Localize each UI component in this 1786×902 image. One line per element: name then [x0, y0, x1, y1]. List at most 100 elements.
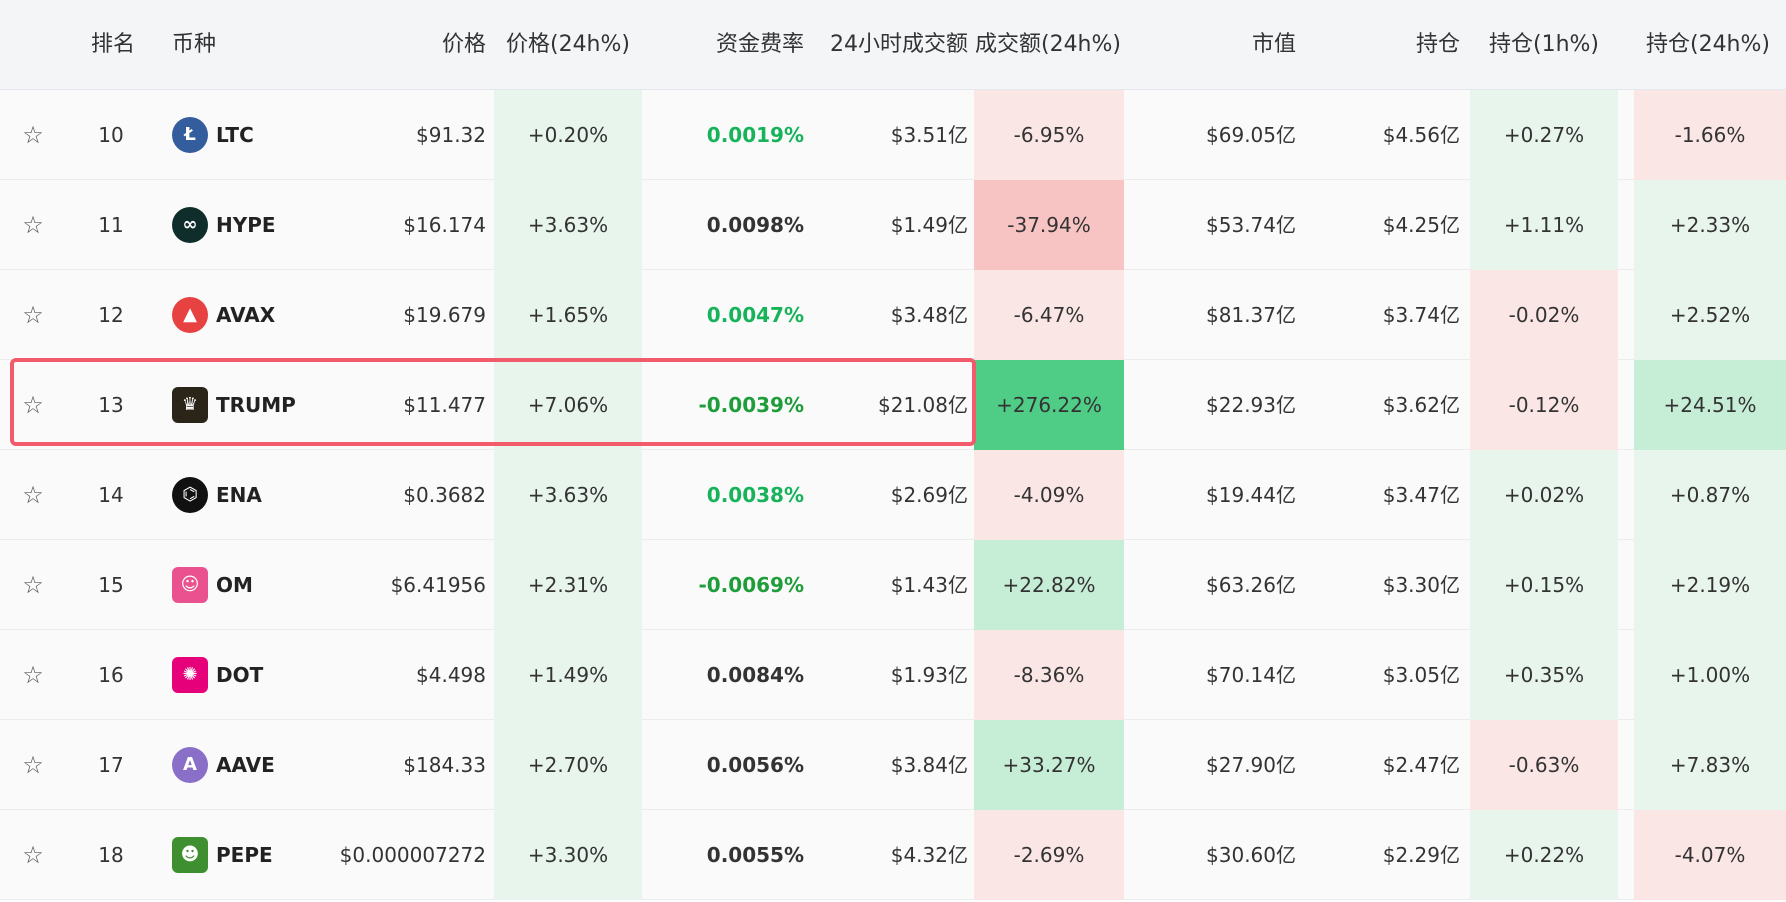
- volume-24h: $4.32亿: [890, 843, 968, 867]
- oi-24h-bg: [1634, 540, 1786, 630]
- funding-rate: 0.0098%: [706, 213, 804, 237]
- header-volume[interactable]: 24小时成交额: [830, 32, 968, 57]
- coin-symbol: TRUMP: [216, 393, 296, 417]
- price-change-bg: [494, 450, 642, 540]
- star-icon[interactable]: ☆: [22, 211, 44, 239]
- market-cap: $22.93亿: [1206, 393, 1296, 417]
- coin-cell[interactable]: ∞ HYPE: [172, 180, 372, 270]
- oi-24h-bg: [1634, 630, 1786, 720]
- header-volume-change[interactable]: 成交额(24h%): [974, 32, 1121, 57]
- oi-24h-bg: [1634, 450, 1786, 540]
- oi-1h-bg: [1470, 810, 1618, 900]
- volume-24h: $3.51亿: [890, 123, 968, 147]
- coin-symbol: AVAX: [216, 303, 276, 327]
- volume-change: -2.69%: [1013, 843, 1085, 867]
- market-cap: $70.14亿: [1206, 663, 1296, 687]
- rank: 14: [98, 483, 124, 507]
- star-icon[interactable]: ☆: [22, 751, 44, 779]
- oi-24h-bg: [1634, 90, 1786, 180]
- rank: 16: [98, 663, 124, 687]
- table-row[interactable]: ☆ 14 ⌬ ENA $0.3682 +3.63% 0.0038% $2.69亿 -4.09% $…: [0, 450, 1786, 540]
- volume-change-bg: [974, 270, 1124, 360]
- volume-change: +276.22%: [996, 393, 1102, 417]
- price: $6.41956: [390, 573, 486, 597]
- star-icon[interactable]: ☆: [22, 301, 44, 329]
- volume-24h: $1.49亿: [890, 213, 968, 237]
- polkadot-icon: ✺: [172, 657, 208, 693]
- star-icon[interactable]: ☆: [22, 481, 44, 509]
- table-row[interactable]: ☆ 11 ∞ HYPE $16.174 +3.63% 0.0098% $1.49亿 -37.94…: [0, 180, 1786, 270]
- volume-change-bg: [974, 90, 1124, 180]
- oi-1h-bg: [1470, 270, 1618, 360]
- price-change: +7.06%: [527, 393, 609, 417]
- price: $4.498: [416, 663, 486, 687]
- volume-24h: $2.69亿: [890, 483, 968, 507]
- coin-cell[interactable]: ✺ DOT: [172, 630, 372, 720]
- oi-1h: +0.02%: [1503, 483, 1585, 507]
- oi-1h: +1.11%: [1503, 213, 1585, 237]
- trump-icon: ♛: [172, 387, 208, 423]
- coin-cell[interactable]: A AAVE: [172, 720, 372, 810]
- star-icon[interactable]: ☆: [22, 391, 44, 419]
- coin-symbol: LTC: [216, 123, 254, 147]
- volume-change: -8.36%: [1013, 663, 1085, 687]
- header-oi-24h[interactable]: 持仓(24h%): [1645, 32, 1770, 57]
- price-change-bg: [494, 90, 642, 180]
- header-open-interest[interactable]: 持仓: [1415, 32, 1460, 57]
- volume-24h: $3.84亿: [890, 753, 968, 777]
- volume-change: +22.82%: [1002, 573, 1096, 597]
- mantra-icon: ☺: [172, 567, 208, 603]
- volume-change-bg: [974, 810, 1124, 900]
- header-funding-rate[interactable]: 资金费率: [715, 32, 804, 57]
- header-price[interactable]: 价格: [441, 32, 486, 57]
- header-rank[interactable]: 排名: [90, 32, 135, 57]
- ethena-icon: ⌬: [172, 477, 208, 513]
- star-icon[interactable]: ☆: [22, 571, 44, 599]
- coin-cell[interactable]: Ł LTC: [172, 90, 372, 180]
- hype-icon: ∞: [172, 207, 208, 243]
- table-row[interactable]: ☆ 16 ✺ DOT $4.498 +1.49% 0.0084% $1.93亿 -8.36% $7…: [0, 630, 1786, 720]
- table-row[interactable]: ☆ 10 Ł LTC $91.32 +0.20% 0.0019% $3.51亿 -6.95% $6…: [0, 90, 1786, 180]
- coin-cell[interactable]: ♛ TRUMP: [172, 360, 372, 450]
- open-interest: $4.56亿: [1382, 123, 1460, 147]
- volume-24h: $3.48亿: [890, 303, 968, 327]
- coin-cell[interactable]: ⌬ ENA: [172, 450, 372, 540]
- rank: 15: [98, 573, 124, 597]
- table-row[interactable]: ☆ 12 ▲ AVAX $19.679 +1.65% 0.0047% $3.48亿 -6.47%…: [0, 270, 1786, 360]
- table-row[interactable]: ☆ 15 ☺ OM $6.41956 +2.31% -0.0069% $1.43亿 +22.82…: [0, 540, 1786, 630]
- coin-cell[interactable]: ▲ AVAX: [172, 270, 372, 360]
- coin-symbol: OM: [216, 573, 253, 597]
- star-icon[interactable]: ☆: [22, 661, 44, 689]
- price: $91.32: [416, 123, 486, 147]
- coin-cell[interactable]: ☻ PEPE: [172, 810, 372, 900]
- volume-change: +33.27%: [1002, 753, 1096, 777]
- volume-change-bg: [974, 360, 1124, 450]
- coin-symbol: HYPE: [216, 213, 276, 237]
- volume-change-bg: [974, 450, 1124, 540]
- funding-rate: 0.0047%: [706, 303, 804, 327]
- volume-24h: $21.08亿: [878, 393, 968, 417]
- oi-1h: -0.02%: [1508, 303, 1580, 327]
- table-row[interactable]: ☆ 18 ☻ PEPE $0.000007272 +3.30% 0.0055% $4.32亿 -…: [0, 810, 1786, 900]
- oi-24h: +2.33%: [1669, 213, 1751, 237]
- price-change: +3.63%: [527, 213, 609, 237]
- coin-cell[interactable]: ☺ OM: [172, 540, 372, 630]
- star-icon[interactable]: ☆: [22, 121, 44, 149]
- price: $11.477: [403, 393, 486, 417]
- litecoin-icon: Ł: [172, 117, 208, 153]
- table-row[interactable]: ☆ 17 A AAVE $184.33 +2.70% 0.0056% $3.84亿 +33.27…: [0, 720, 1786, 810]
- oi-1h: -0.63%: [1508, 753, 1580, 777]
- volume-change: -4.09%: [1013, 483, 1085, 507]
- table-row[interactable]: ☆ 13 ♛ TRUMP $11.477 +7.06% -0.0039% $21.08亿 +27…: [0, 360, 1786, 450]
- price: $16.174: [403, 213, 486, 237]
- header-oi-1h[interactable]: 持仓(1h%): [1488, 32, 1599, 57]
- price: $19.679: [403, 303, 486, 327]
- price-change-bg: [494, 180, 642, 270]
- funding-rate: 0.0019%: [706, 123, 804, 147]
- star-icon[interactable]: ☆: [22, 841, 44, 869]
- header-market-cap[interactable]: 市值: [1251, 32, 1296, 57]
- header-coin[interactable]: 币种: [172, 32, 217, 57]
- coin-symbol: AAVE: [216, 753, 275, 777]
- header-price-change[interactable]: 价格(24h%): [505, 32, 630, 57]
